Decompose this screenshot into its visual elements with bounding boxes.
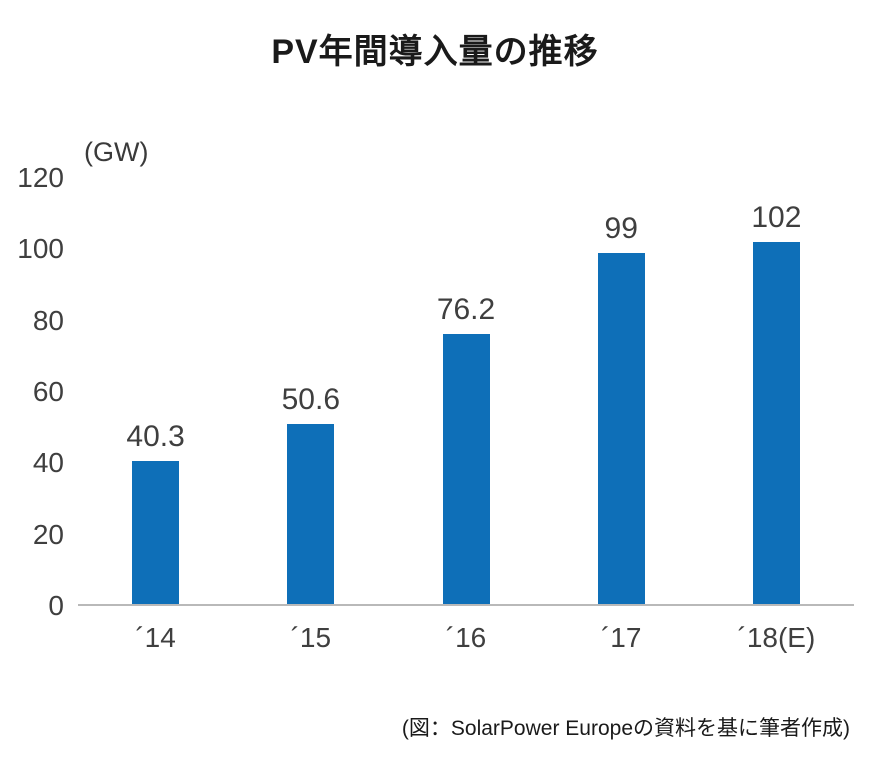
bar-value-label: 102 [751,200,802,234]
chart-body: 0 20 40 60 80 100 120 40.3 50.6 76.2 99 102 [0,164,854,620]
bar-value-label: 76.2 [436,292,496,326]
bar-group: 76.2 [388,178,543,604]
bar [442,333,490,604]
y-tick-label: 20 [32,518,64,550]
bar-value-label: 50.6 [281,383,340,417]
y-tick-label: 80 [32,304,64,336]
bar-group: 40.3 [78,178,233,604]
bar-group: 102 [699,178,854,604]
bar [287,424,335,604]
y-tick-label: 40 [32,447,64,479]
bar-group: 50.6 [233,178,388,604]
bar [752,241,800,604]
y-tick-label: 0 [48,590,64,621]
y-tick-label: 100 [17,233,64,265]
y-tick-label: 120 [17,162,64,193]
x-tick-label: ´18(E) [737,622,816,653]
source-caption: (図：SolarPower Europeの資料を基に筆者作成) [401,717,850,740]
x-tick-label: ´14 [135,622,176,653]
bar-value-label: 40.3 [126,419,185,453]
plot-area: 40.3 50.6 76.2 99 102 [78,178,854,606]
x-tick-label: ´17 [600,622,642,653]
y-tick-label: 60 [32,376,64,407]
bar-value-label: 99 [604,211,638,245]
x-tick-label: ´16 [445,622,487,653]
bar-group: 99 [544,178,699,604]
x-tick-label: ´15 [290,622,332,653]
x-axis: ´14 ´15 ´16 ´17 ´18(E) [78,622,854,654]
bar [597,252,645,604]
y-axis: 0 20 40 60 80 100 120 [0,164,78,620]
chart-title: PV年間導入量の推移 [271,33,599,71]
y-axis-unit-label: (GW) [84,137,149,167]
bar [132,460,180,604]
